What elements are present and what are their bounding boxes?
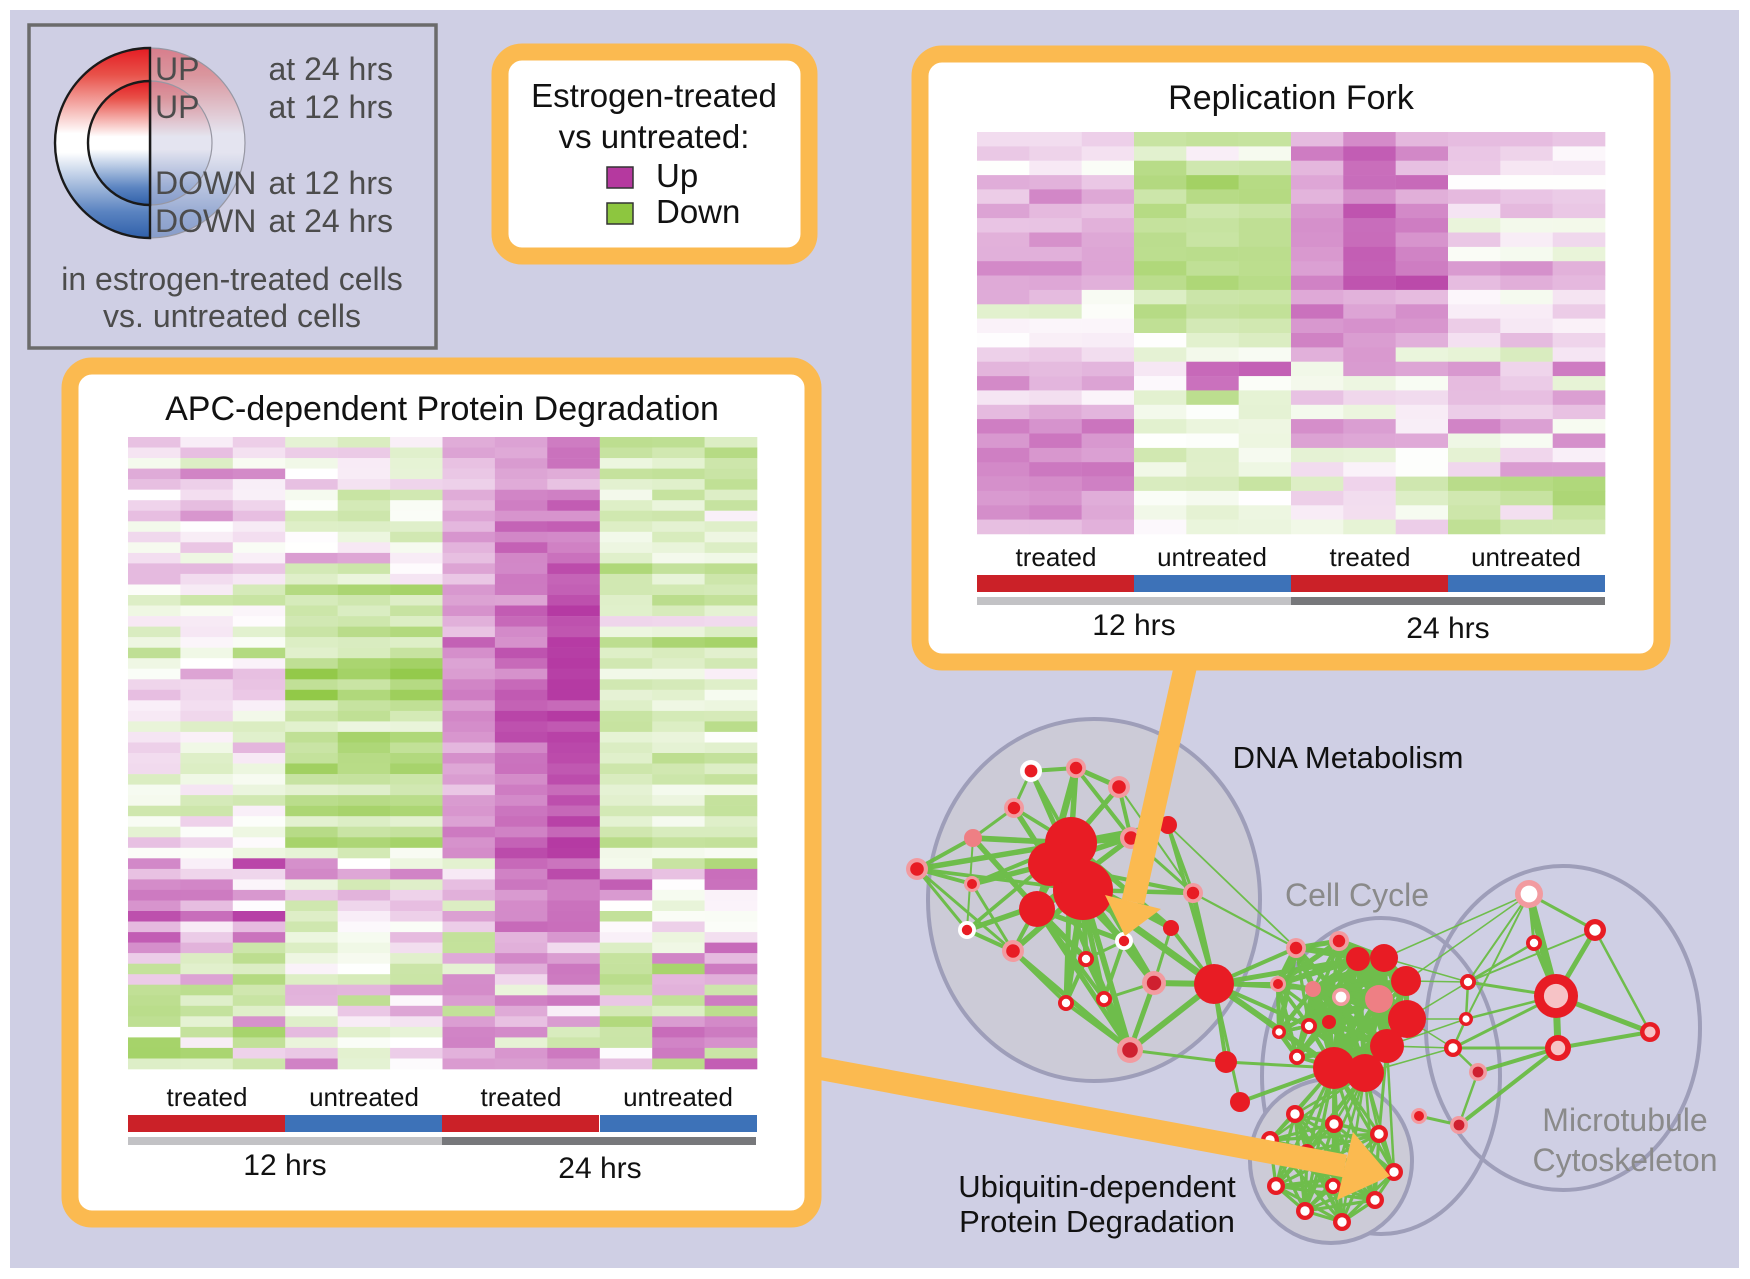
svg-text:treated: treated	[167, 1082, 248, 1112]
svg-text:Microtubule: Microtubule	[1542, 1102, 1707, 1138]
svg-text:APC-dependent Protein Degradat: APC-dependent Protein Degradation	[165, 390, 719, 428]
svg-text:untreated: untreated	[1157, 542, 1267, 572]
svg-text:untreated: untreated	[1471, 542, 1581, 572]
svg-text:vs untreated:: vs untreated:	[559, 118, 750, 155]
svg-text:Protein Degradation: Protein Degradation	[959, 1204, 1235, 1239]
svg-text:24 hrs: 24 hrs	[558, 1152, 641, 1185]
svg-text:untreated: untreated	[309, 1082, 419, 1112]
svg-text:Down: Down	[656, 193, 740, 230]
svg-text:12 hrs: 12 hrs	[243, 1149, 326, 1182]
svg-text:at 24 hrs: at 24 hrs	[268, 51, 393, 87]
svg-text:at 12 hrs: at 12 hrs	[268, 89, 393, 125]
svg-text:at 12 hrs: at 12 hrs	[268, 165, 393, 201]
svg-text:Ubiquitin-dependent: Ubiquitin-dependent	[958, 1169, 1236, 1204]
svg-text:Cytoskeleton: Cytoskeleton	[1533, 1142, 1718, 1178]
svg-text:treated: treated	[1016, 542, 1097, 572]
svg-text:untreated: untreated	[623, 1082, 733, 1112]
svg-text:24 hrs: 24 hrs	[1406, 612, 1489, 645]
svg-text:UP: UP	[155, 51, 199, 87]
svg-text:Cell Cycle: Cell Cycle	[1285, 877, 1429, 913]
svg-text:vs. untreated cells: vs. untreated cells	[103, 298, 361, 334]
svg-text:treated: treated	[1330, 542, 1411, 572]
svg-text:12 hrs: 12 hrs	[1092, 609, 1175, 642]
svg-text:treated: treated	[481, 1082, 562, 1112]
svg-text:Estrogen-treated: Estrogen-treated	[531, 77, 777, 114]
svg-text:Up: Up	[656, 157, 698, 194]
svg-text:in estrogen-treated cells: in estrogen-treated cells	[61, 261, 403, 297]
svg-text:UP: UP	[155, 89, 199, 125]
svg-text:Replication Fork: Replication Fork	[1168, 79, 1415, 117]
svg-text:DOWN: DOWN	[155, 165, 256, 201]
svg-text:DOWN: DOWN	[155, 203, 256, 239]
svg-text:at 24 hrs: at 24 hrs	[268, 203, 393, 239]
svg-text:DNA Metabolism: DNA Metabolism	[1233, 740, 1464, 775]
